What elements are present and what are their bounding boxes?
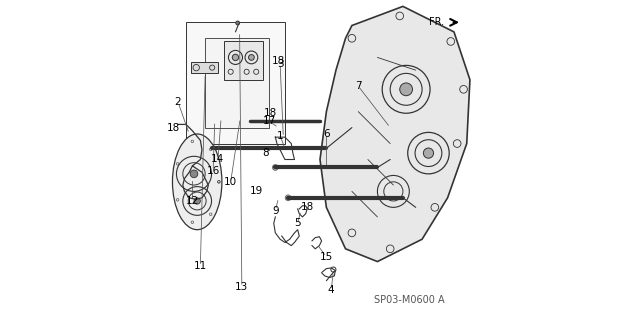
Circle shape (209, 145, 215, 152)
FancyBboxPatch shape (191, 62, 218, 73)
Text: 19: 19 (250, 186, 263, 197)
Text: 18: 18 (166, 122, 180, 133)
FancyBboxPatch shape (205, 38, 269, 128)
Ellipse shape (172, 134, 222, 230)
Text: 13: 13 (236, 282, 248, 292)
Text: 14: 14 (211, 154, 225, 165)
Text: 17: 17 (262, 116, 276, 126)
Text: 12: 12 (186, 196, 199, 206)
Circle shape (232, 54, 239, 61)
Text: 1: 1 (277, 130, 284, 141)
Polygon shape (320, 6, 470, 262)
Circle shape (248, 55, 254, 60)
FancyBboxPatch shape (186, 22, 285, 144)
Circle shape (323, 145, 330, 152)
Text: 3: 3 (277, 59, 284, 69)
Text: 4: 4 (328, 285, 335, 295)
Circle shape (400, 83, 413, 96)
Text: 5: 5 (294, 218, 301, 228)
Circle shape (236, 21, 239, 25)
Text: FR.: FR. (429, 17, 444, 27)
Text: 16: 16 (207, 166, 220, 176)
Text: 18: 18 (301, 202, 314, 212)
Text: SP03-M0600 A: SP03-M0600 A (374, 295, 445, 305)
Circle shape (374, 165, 380, 170)
Text: 6: 6 (323, 129, 330, 139)
Text: 7: 7 (355, 81, 362, 91)
Text: 10: 10 (224, 177, 237, 187)
Circle shape (285, 195, 291, 201)
Circle shape (423, 148, 433, 158)
Text: 11: 11 (194, 261, 207, 271)
Text: 9: 9 (272, 205, 278, 216)
Circle shape (190, 170, 198, 178)
Text: 2: 2 (175, 97, 181, 107)
Text: 18: 18 (272, 56, 285, 66)
Polygon shape (224, 41, 262, 80)
Circle shape (194, 198, 200, 204)
Text: 8: 8 (262, 148, 269, 158)
Circle shape (273, 165, 278, 170)
Text: 18: 18 (264, 108, 277, 118)
Text: 15: 15 (320, 252, 333, 262)
Circle shape (400, 195, 406, 201)
